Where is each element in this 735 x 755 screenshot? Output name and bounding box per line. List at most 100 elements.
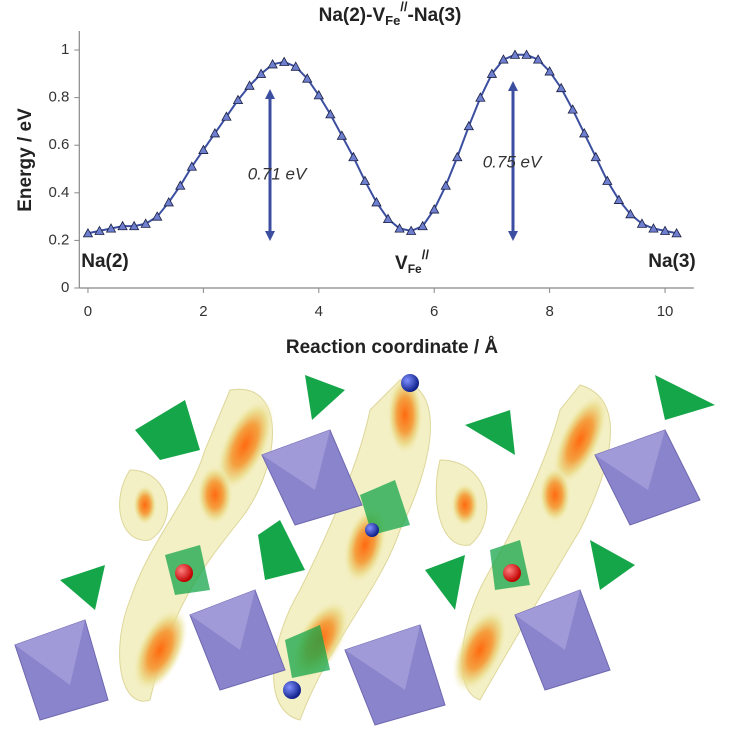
marker [209,128,221,138]
marker [429,204,440,214]
marker [452,151,463,162]
blob [452,608,508,692]
x-tick-label: 8 [545,303,553,320]
marker [267,58,278,69]
marker [163,197,174,207]
blob [215,398,275,492]
blob [387,375,423,455]
marker [382,213,394,223]
y-axis-title: Energy / eV [15,108,36,212]
y-tick-label: 0.6 [48,136,69,153]
marker [278,56,290,66]
blob [132,608,188,692]
x-tick-label: 2 [199,303,207,320]
marker [394,223,405,233]
marker [198,144,209,154]
tetrahedron [360,480,410,535]
tetrahedron [655,375,715,420]
marker [498,54,509,64]
site-label: VFe// [395,247,429,276]
marker [128,220,140,231]
tetrahedron [258,520,305,580]
marker [417,220,428,231]
x-tick-label: 6 [430,303,438,320]
title-sup: // [400,0,408,14]
marker [336,130,348,140]
tetrahedron [285,625,330,678]
marker [636,218,648,228]
octahedra [14,429,701,726]
marker [313,89,324,100]
marker [602,175,613,185]
atom [503,564,521,582]
marker [232,94,244,105]
marker [659,225,671,235]
octahedron-face [262,430,330,490]
marker [625,208,636,219]
marker [140,218,151,228]
marker [405,225,417,235]
atom [401,374,419,392]
atom [175,564,193,582]
marker [325,108,336,119]
x-axis-title: Reaction coordinate / Å [286,337,498,358]
marker [463,120,475,131]
marker [544,66,555,76]
marker [94,225,105,235]
atom [283,681,301,699]
marker [486,68,498,78]
crystal-structure [0,368,735,750]
marker [440,180,451,190]
line-series [87,53,677,235]
annotation: 0.75 eV [483,152,543,171]
marker [613,194,625,204]
marker [521,49,532,59]
site-label-sup: // [422,247,430,262]
site-label: Na(3) [648,251,696,272]
y-tick-label: 0.4 [48,184,69,201]
octahedron-face [15,620,85,685]
marker [555,82,567,93]
x-tick-label: 10 [657,303,674,320]
site-label-sub: Fe [408,262,422,276]
y-tick-label: 1 [61,41,69,58]
tetrahedra [60,375,715,678]
marker [579,128,590,138]
atom [365,523,379,537]
blob [133,485,157,525]
plot: Na(2)-VFe//-Na(3) Reaction coordinate / … [15,0,696,358]
octahedron-face [515,590,580,650]
x-tick-label: 4 [315,303,323,320]
octahedron-face [190,590,255,650]
marker [175,180,186,190]
tetrahedron [590,540,635,590]
tetrahedron [60,565,105,610]
marker [152,211,163,221]
octahedron-face [345,625,420,690]
marker [567,104,578,114]
marker [255,68,267,78]
marker [105,223,117,233]
marker [348,151,359,162]
marker [117,220,128,231]
title-text: Na(2)-V [319,5,386,26]
blob [552,393,608,487]
marker [509,49,521,59]
blob [451,483,479,527]
marker [371,197,382,207]
marker [82,227,94,238]
marker [244,80,255,90]
marker [475,92,486,102]
annotation: 0.71 eV [248,164,308,183]
site-label-text: V [395,253,408,274]
y-tick-label: 0 [61,279,69,296]
site-label: Na(2) [81,251,129,272]
chart-title: Na(2)-VFe//-Na(3) [319,0,462,28]
marker [671,227,682,238]
marker [221,111,232,121]
marker [186,161,198,171]
octahedron-face [595,430,665,490]
tetrahedron [305,375,345,420]
y-tick-label: 0.2 [48,231,69,248]
